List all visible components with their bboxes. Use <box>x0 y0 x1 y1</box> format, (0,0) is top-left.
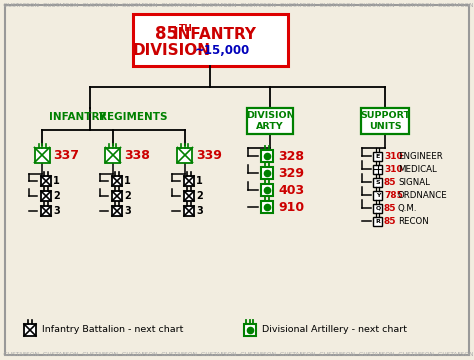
Text: 338: 338 <box>124 149 150 162</box>
Text: DIVISION
ARTY: DIVISION ARTY <box>246 111 294 131</box>
Bar <box>261 167 273 179</box>
Text: ORDNANCE: ORDNANCE <box>398 190 448 199</box>
Bar <box>184 176 194 186</box>
Bar <box>244 324 256 336</box>
Text: 3: 3 <box>124 206 131 216</box>
Text: S: S <box>376 180 380 185</box>
Bar <box>374 152 383 161</box>
Text: 310: 310 <box>384 152 402 161</box>
Text: GUSTAFSON  GUSTAFSON  GUSTAFSON  GUSTAFSON  GUSTAFSON  GUSTAFSON  GUSTAFSON  GUS: GUSTAFSON GUSTAFSON GUSTAFSON GUSTAFSON … <box>0 3 474 8</box>
Text: ~15,000: ~15,000 <box>194 44 250 57</box>
Text: 85: 85 <box>384 203 396 212</box>
Bar <box>374 216 383 225</box>
Text: 337: 337 <box>53 149 79 162</box>
Text: 785: 785 <box>384 190 403 199</box>
Text: Y: Y <box>376 193 380 198</box>
Text: GUSTAFSON  GUSTAFSON  GUSTAFSON  GUSTAFSON  GUSTAFSON  GUSTAFSON  GUSTAFSON  GUS: GUSTAFSON GUSTAFSON GUSTAFSON GUSTAFSON … <box>0 352 474 357</box>
Text: 2: 2 <box>124 191 131 201</box>
Text: E: E <box>376 153 380 158</box>
Text: 2: 2 <box>196 191 203 201</box>
Text: 85: 85 <box>384 216 396 225</box>
Bar <box>261 201 273 213</box>
Text: 403: 403 <box>278 184 304 197</box>
Text: 2: 2 <box>53 191 60 201</box>
Bar <box>133 14 288 66</box>
Text: Q: Q <box>375 206 381 211</box>
Bar <box>361 108 409 134</box>
Bar <box>247 108 293 134</box>
Text: 339: 339 <box>196 149 222 162</box>
Text: MEDICAL: MEDICAL <box>398 165 437 174</box>
Text: REGIMENTS: REGIMENTS <box>99 112 167 122</box>
Text: 3: 3 <box>53 206 60 216</box>
Bar <box>184 206 194 216</box>
Text: INFANTRY: INFANTRY <box>49 112 107 122</box>
Text: 1: 1 <box>53 176 60 186</box>
Bar <box>374 190 383 199</box>
Bar <box>41 176 51 186</box>
Bar <box>112 191 122 201</box>
Text: SUPPORT
UNITS: SUPPORT UNITS <box>360 111 410 131</box>
Bar <box>41 191 51 201</box>
Bar <box>261 150 273 162</box>
Text: 910: 910 <box>278 201 304 213</box>
Bar <box>41 206 51 216</box>
Text: DIVISION: DIVISION <box>133 42 211 58</box>
Text: INFANTRY: INFANTRY <box>173 27 257 41</box>
Text: 328: 328 <box>278 149 304 162</box>
Text: SIGNAL: SIGNAL <box>398 177 430 186</box>
Bar <box>24 324 36 336</box>
Bar <box>374 177 383 186</box>
Text: Q.M.: Q.M. <box>398 203 418 212</box>
Text: RECON: RECON <box>398 216 429 225</box>
Text: 3: 3 <box>196 206 203 216</box>
Bar <box>177 148 192 162</box>
Text: Divisional Artillery - next chart: Divisional Artillery - next chart <box>262 325 407 334</box>
Bar <box>184 191 194 201</box>
Bar <box>35 148 49 162</box>
Text: 310: 310 <box>384 165 402 174</box>
Text: 85: 85 <box>384 177 396 186</box>
Text: 329: 329 <box>278 166 304 180</box>
Text: TH: TH <box>179 23 193 32</box>
Text: R: R <box>375 219 381 224</box>
Bar <box>374 203 383 212</box>
Text: 85: 85 <box>155 25 178 43</box>
Text: Infantry Battalion - next chart: Infantry Battalion - next chart <box>42 325 183 334</box>
Text: 1: 1 <box>124 176 131 186</box>
Bar <box>261 184 273 196</box>
Bar <box>112 206 122 216</box>
Text: ENGINEER: ENGINEER <box>398 152 443 161</box>
Bar <box>374 165 383 174</box>
Text: 1: 1 <box>196 176 203 186</box>
Bar <box>106 148 120 162</box>
Bar <box>112 176 122 186</box>
